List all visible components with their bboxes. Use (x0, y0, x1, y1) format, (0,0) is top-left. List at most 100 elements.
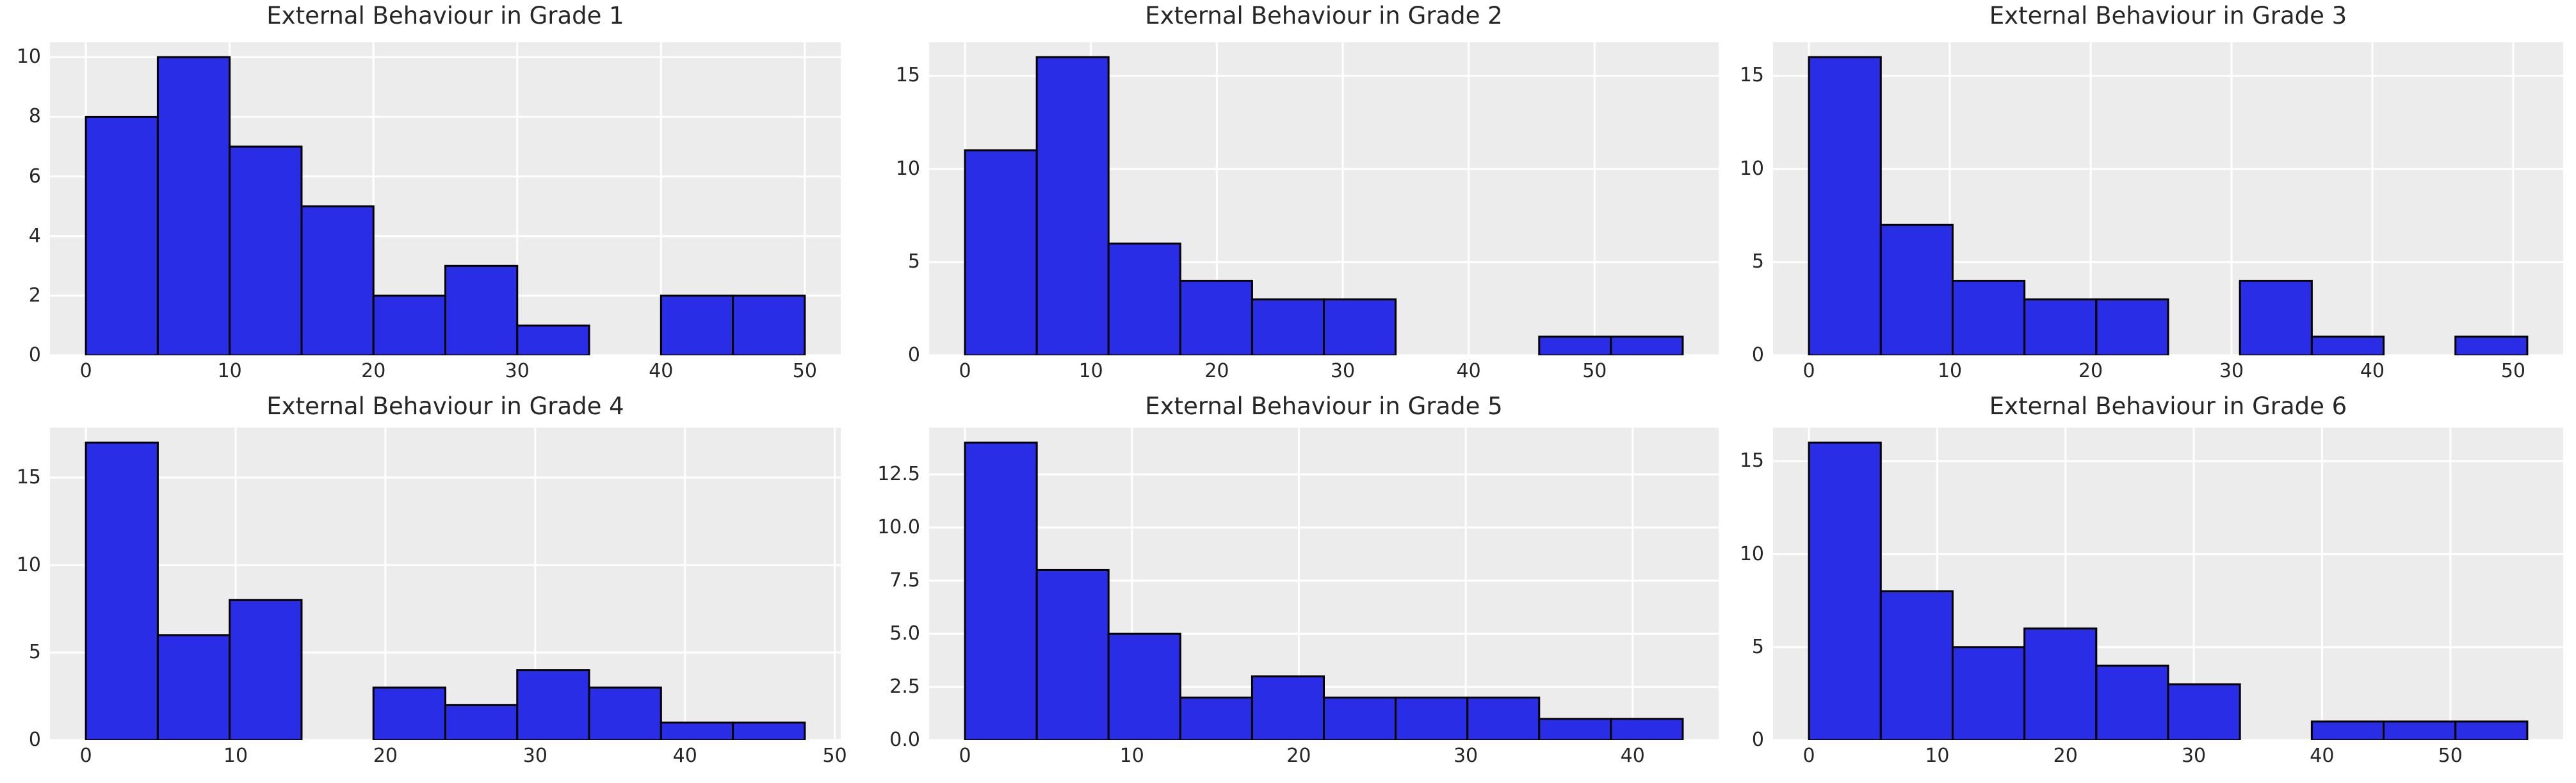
y-tick-label: 0 (1751, 729, 1764, 751)
chart-title-grade-6: External Behaviour in Grade 6 (1989, 392, 2347, 420)
histogram-canvas-grade-1 (50, 42, 841, 355)
y-tick-label: 5 (1751, 635, 1764, 658)
histogram-bar (1879, 590, 1954, 740)
x-tick-label: 10 (1925, 745, 1950, 767)
histogram-bar (2167, 683, 2241, 740)
histogram-bar (1610, 718, 1684, 740)
histogram-bar (2095, 298, 2169, 355)
plot-area-grade-3 (1773, 42, 2563, 355)
plot-area-grade-6 (1773, 428, 2563, 740)
chart-title-grade-4: External Behaviour in Grade 4 (266, 392, 624, 420)
histogram-bar (660, 722, 734, 740)
histogram-bar (372, 686, 446, 740)
histogram-bar (1808, 56, 1882, 355)
x-tick-label: 50 (2438, 745, 2463, 767)
histogram-bar (2023, 627, 2098, 740)
y-tick-label: 4 (28, 224, 41, 247)
histogram-bar (964, 149, 1038, 355)
y-tick-label: 15 (16, 465, 41, 488)
histogram-bar (1951, 280, 2026, 355)
plot-area-grade-1 (50, 42, 841, 355)
x-tick-label: 10 (223, 745, 248, 767)
x-tick-label: 10 (217, 360, 242, 382)
histogram-bar (1323, 697, 1397, 740)
histogram-bar (1879, 223, 1954, 355)
histogram-bar (85, 115, 159, 355)
x-tick-label: 0 (79, 360, 92, 382)
y-tick-label: 10 (16, 45, 41, 69)
y-tick-label: 5 (28, 641, 41, 664)
y-tick-label: 0 (907, 344, 920, 366)
histogram-bar (444, 264, 519, 355)
histogram-bar (2310, 335, 2385, 355)
histogram-bar (1395, 697, 1469, 740)
histogram-bar (1035, 56, 1110, 355)
chart-title-grade-1: External Behaviour in Grade 1 (266, 2, 624, 29)
histogram-canvas-grade-5 (929, 428, 1719, 740)
histogram-canvas-grade-6 (1773, 428, 2563, 740)
x-tick-label: 40 (1620, 745, 1645, 767)
histogram-bar (1538, 718, 1612, 740)
histogram-canvas-grade-2 (929, 42, 1719, 355)
histogram-bar (85, 441, 159, 740)
x-tick-label: 0 (1802, 745, 1815, 767)
histogram-bar (2454, 335, 2529, 355)
x-tick-label: 30 (2219, 360, 2244, 382)
histogram-bar (229, 145, 303, 355)
histogram-bar (1179, 697, 1253, 740)
histogram-bar (1179, 280, 1253, 355)
y-tick-label: 10 (895, 157, 920, 180)
x-tick-label: 10 (1119, 745, 1144, 767)
x-tick-label: 20 (2053, 745, 2078, 767)
histogram-bar (1107, 633, 1181, 740)
y-tick-label: 15 (895, 64, 920, 87)
y-tick-label: 15 (1739, 64, 1764, 87)
plot-area-grade-2 (929, 42, 1719, 355)
y-tick-label: 0.0 (889, 729, 920, 751)
histogram-bar (1538, 335, 1612, 355)
chart-title-grade-5: External Behaviour in Grade 5 (1145, 392, 1503, 420)
histogram-bar (1466, 697, 1541, 740)
histogram-bar (372, 295, 446, 355)
histogram-canvas-grade-3 (1773, 42, 2563, 355)
histogram-bar (732, 295, 806, 355)
x-tick-label: 0 (79, 745, 92, 767)
histogram-bar (1951, 646, 2026, 740)
histogram-bar (516, 324, 590, 355)
x-tick-label: 0 (959, 360, 971, 382)
x-tick-label: 30 (522, 745, 547, 767)
x-tick-label: 50 (2500, 360, 2525, 382)
x-tick-label: 20 (1286, 745, 1311, 767)
histogram-bar (1808, 441, 1882, 740)
y-tick-label: 8 (28, 105, 41, 128)
y-tick-label: 10.0 (877, 516, 920, 539)
x-tick-label: 40 (649, 360, 674, 382)
chart-title-grade-3: External Behaviour in Grade 3 (1989, 2, 2347, 29)
x-tick-label: 40 (2310, 745, 2335, 767)
y-tick-label: 2 (28, 284, 41, 307)
y-tick-label: 0 (28, 344, 41, 366)
histogram-bar (1251, 298, 1325, 355)
histogram-bar (1323, 298, 1397, 355)
y-tick-label: 0 (28, 729, 41, 751)
y-tick-label: 5.0 (889, 622, 920, 645)
x-tick-label: 40 (2360, 360, 2385, 382)
x-tick-label: 10 (1937, 360, 1963, 382)
histogram-bar (2454, 720, 2529, 740)
x-tick-label: 30 (505, 360, 530, 382)
x-tick-label: 0 (959, 745, 971, 767)
x-tick-label: 0 (1802, 360, 1815, 382)
y-tick-label: 7.5 (889, 569, 920, 592)
histogram-bar (1035, 569, 1110, 740)
y-tick-label: 2.5 (889, 675, 920, 698)
histogram-bar (732, 722, 806, 740)
x-tick-label: 20 (361, 360, 386, 382)
y-tick-label: 15 (1739, 449, 1764, 472)
x-tick-label: 30 (1330, 360, 1356, 382)
y-tick-label: 12.5 (877, 463, 920, 486)
plot-area-grade-4 (50, 428, 841, 740)
histogram-bar (588, 686, 662, 740)
y-tick-label: 5 (1751, 250, 1764, 273)
plot-area-grade-5 (929, 428, 1719, 740)
histogram-bar (444, 704, 519, 740)
